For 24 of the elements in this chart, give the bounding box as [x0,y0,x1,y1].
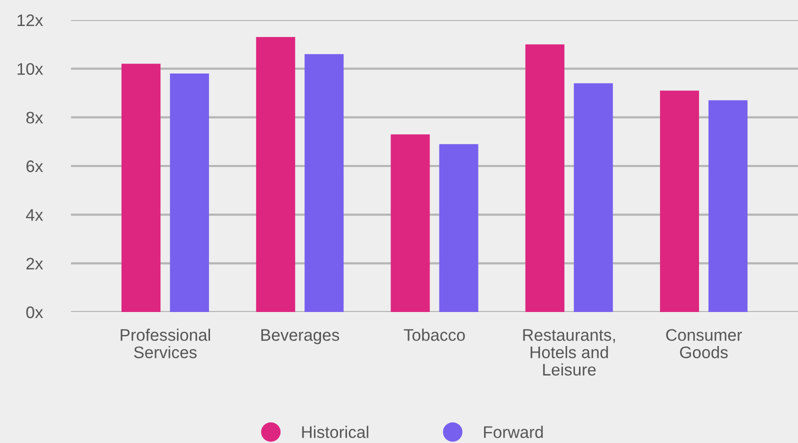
y-tick-label: 10x [18,63,44,75]
bar [121,64,161,312]
y-tick-label: 8x [26,112,44,124]
y-tick-label: 2x [26,258,44,270]
x-tick-label: Consumer Goods [666,329,742,358]
bar [660,90,700,312]
x-tick-label: Tobacco [404,328,465,341]
bar [390,134,430,312]
x-tick-label: Professional Services [120,328,210,358]
x-tick-label: Restaurants, Hotels and Leisure [523,329,615,376]
bar [256,37,296,312]
y-tick-label: 0x [26,306,44,318]
legend-label: Forward [484,426,543,438]
bar [304,54,344,312]
y-tick-label: 4x [26,209,44,221]
x-tick-label: Beverages [261,329,340,344]
legend-label: Historical [302,426,368,438]
bar [574,83,613,312]
y-tick-label: 6x [26,160,44,172]
bar [170,74,209,312]
y-tick-label: 12x [18,14,44,26]
bar [525,44,564,312]
bar [439,144,478,312]
bar [708,100,748,312]
